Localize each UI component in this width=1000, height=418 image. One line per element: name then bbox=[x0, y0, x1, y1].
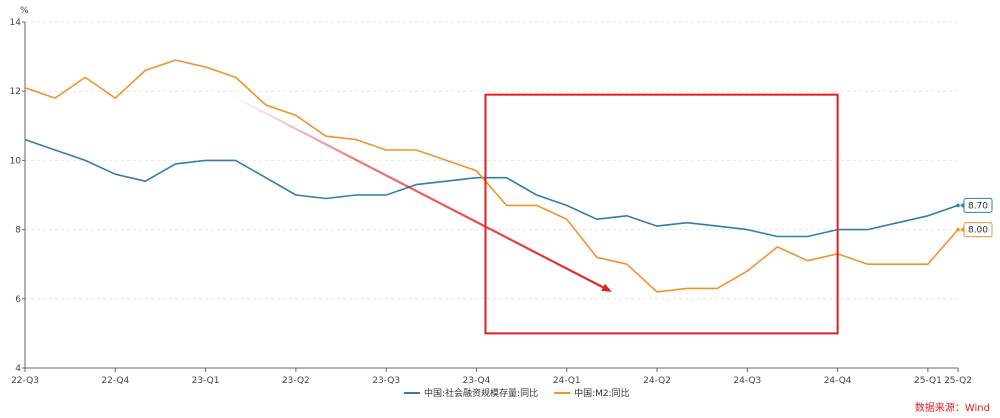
series-line-2 bbox=[24, 59, 959, 293]
end-labels: 8.70 8.00 bbox=[956, 197, 993, 238]
y-tick-label: 4 bbox=[15, 364, 21, 374]
legend-label-1: 中国:社会融资规模存量:同比 bbox=[424, 387, 538, 399]
y-tick-label: 10 bbox=[10, 156, 22, 166]
series-lines bbox=[24, 59, 959, 293]
trend-arrow-shaft-group bbox=[229, 93, 604, 289]
y-tick-label: 8 bbox=[15, 226, 21, 236]
trend-arrow-shaft bbox=[229, 93, 604, 289]
x-tick-label: 24-Q1 bbox=[553, 376, 581, 386]
x-axis: 22-Q3 22-Q4 23-Q1 23-Q2 23-Q3 23-Q4 24-Q1 24-Q2… bbox=[11, 367, 972, 386]
legend-label-2: 中国:M2:同比 bbox=[574, 387, 630, 399]
end-label-pointer-2 bbox=[960, 226, 964, 233]
x-tick-label: 23-Q1 bbox=[192, 376, 220, 386]
y-axis: 4 6 8 10 12 14 bbox=[10, 18, 26, 374]
data-source: 数据来源：Wind bbox=[915, 401, 990, 414]
trend-arrow-head bbox=[601, 283, 612, 292]
y-tick-label: 6 bbox=[15, 295, 21, 305]
legend: 中国:社会融资规模存量:同比 中国:M2:同比 bbox=[404, 387, 630, 399]
y-axis-unit: % bbox=[20, 6, 29, 16]
y-tick-label: 14 bbox=[10, 18, 22, 28]
x-tick-label: 25-Q1 bbox=[914, 376, 942, 386]
x-tick-label: 24-Q4 bbox=[824, 376, 852, 386]
x-tick-label: 22-Q4 bbox=[101, 376, 129, 386]
trend-arrow bbox=[229, 93, 612, 292]
end-label-pointer-1 bbox=[960, 202, 964, 209]
series-line-1 bbox=[24, 138, 959, 238]
y-tick-label: 12 bbox=[10, 87, 21, 97]
x-tick-label: 23-Q4 bbox=[463, 376, 491, 386]
x-tick-label: 22-Q3 bbox=[11, 376, 39, 386]
highlight-box bbox=[484, 93, 839, 335]
end-label-1: 8.70 bbox=[968, 201, 988, 211]
annotations bbox=[229, 93, 839, 335]
x-tick-label: 25-Q2 bbox=[944, 376, 972, 386]
end-point-1 bbox=[956, 203, 960, 208]
end-point-2 bbox=[956, 227, 960, 232]
end-label-2: 8.00 bbox=[968, 226, 988, 236]
x-tick-label: 23-Q3 bbox=[372, 376, 400, 386]
x-tick-label: 23-Q2 bbox=[282, 376, 310, 386]
x-tick-label: 24-Q3 bbox=[733, 376, 761, 386]
x-tick-label: 24-Q2 bbox=[643, 376, 671, 386]
